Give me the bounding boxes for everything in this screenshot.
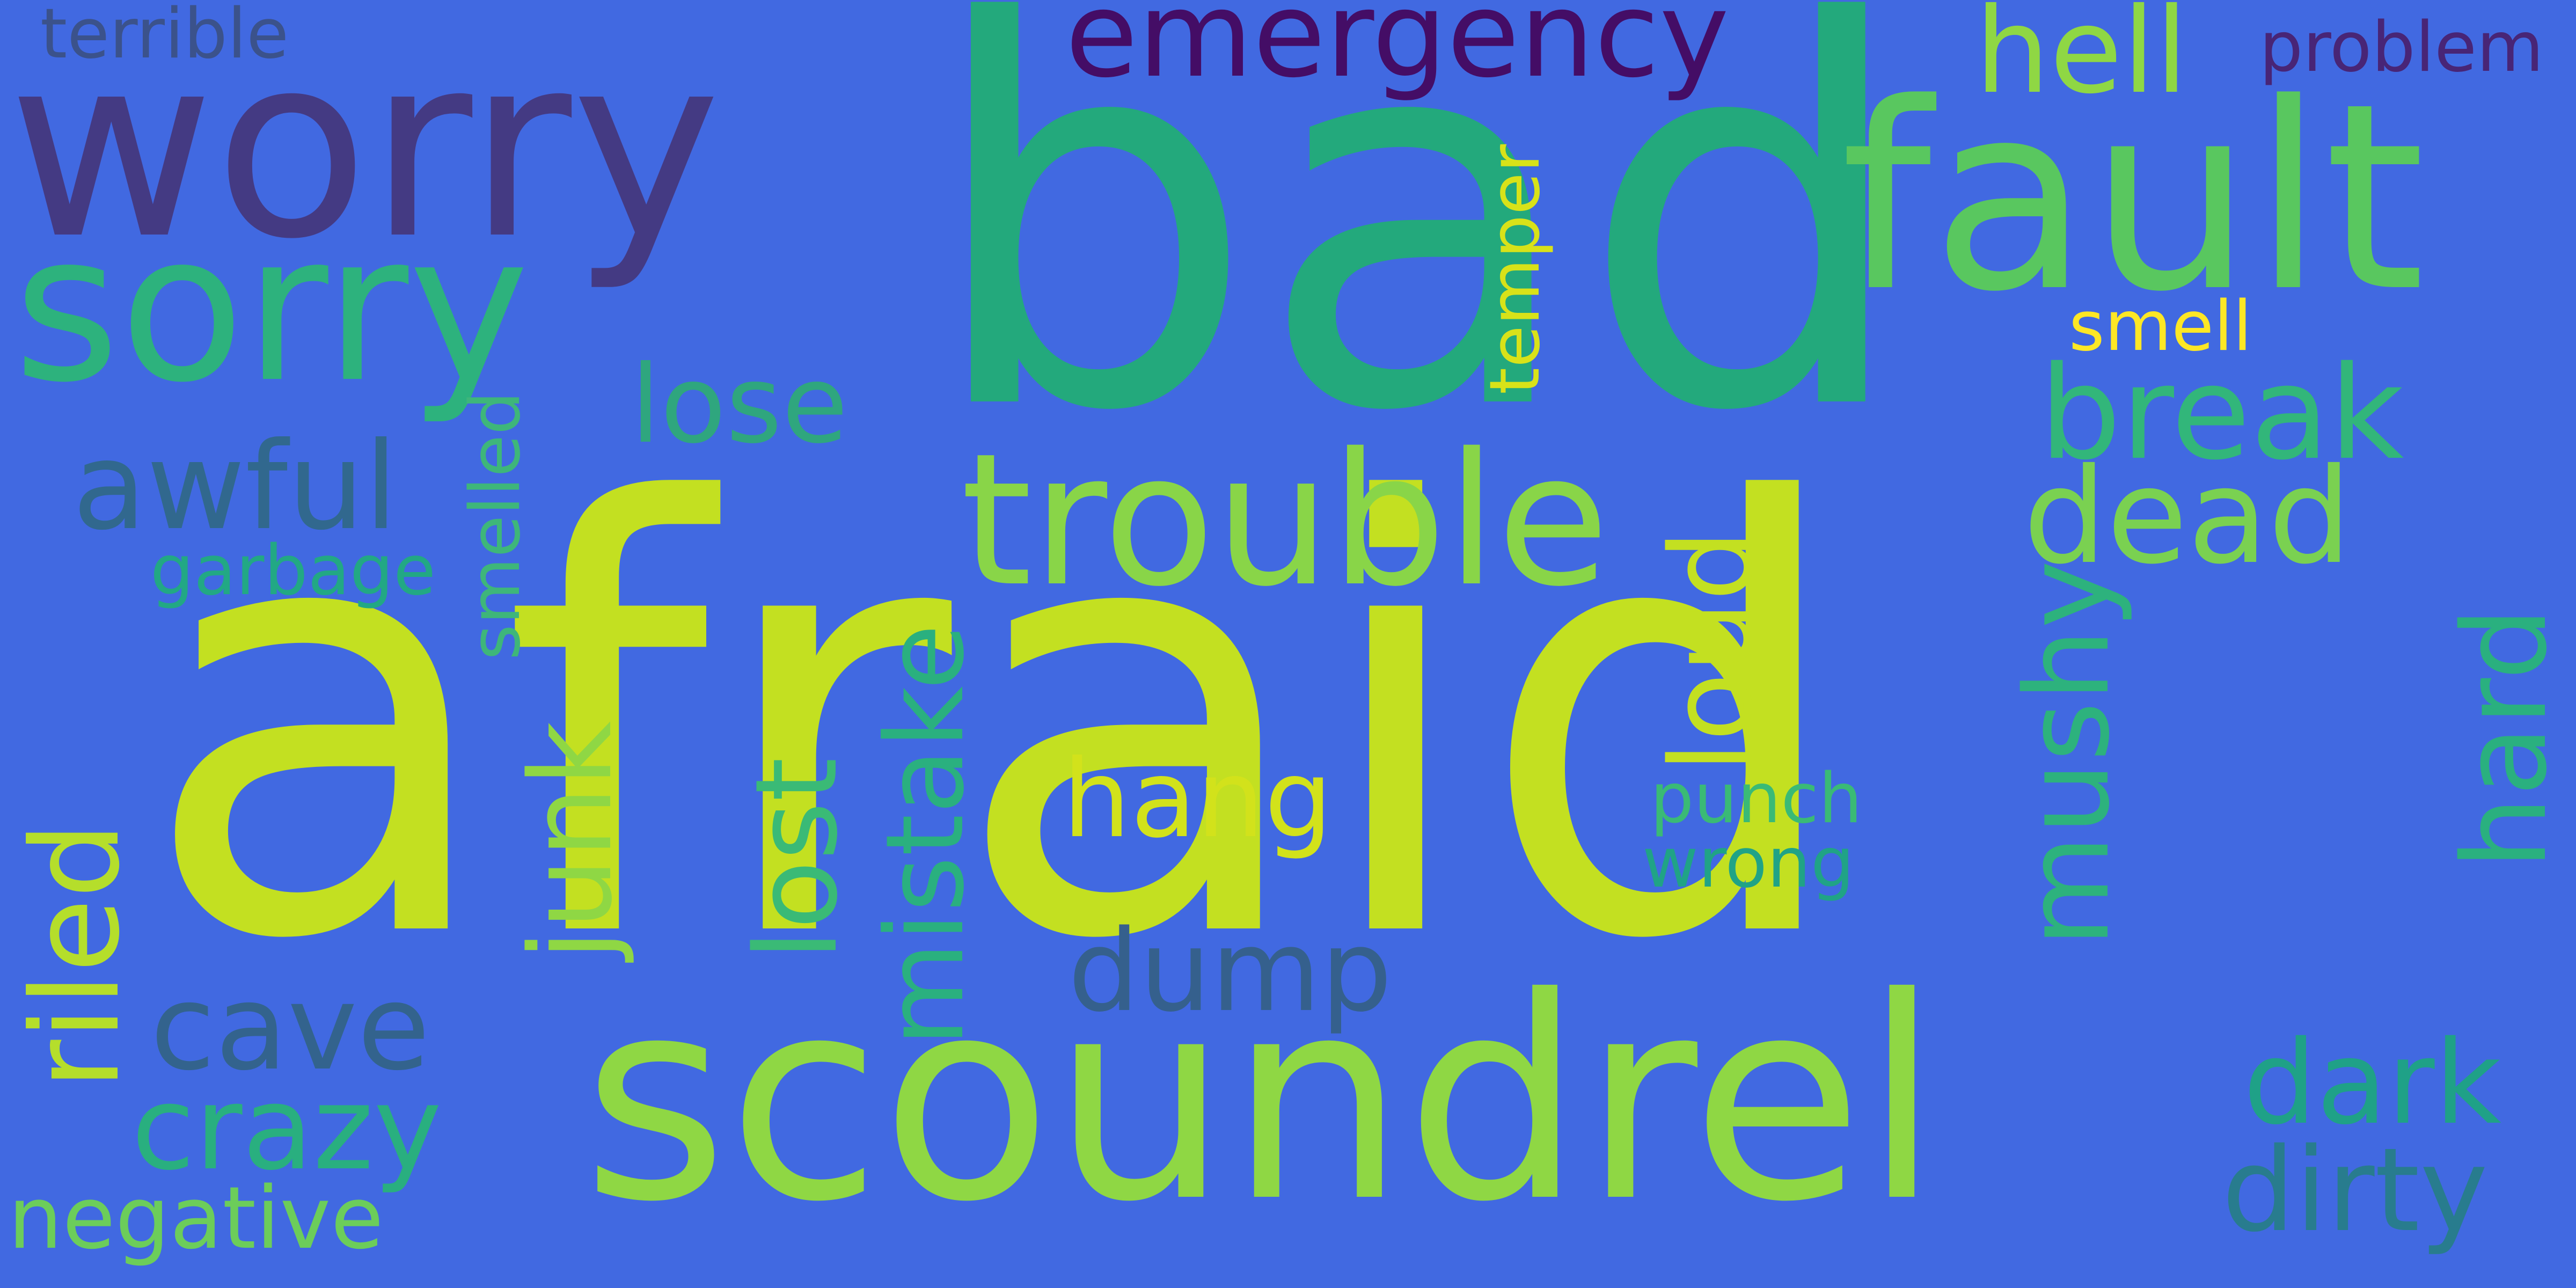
- word-bad: bad: [923, 0, 1913, 526]
- word-fault: fault: [1841, 48, 2425, 348]
- word-break: break: [2039, 338, 2404, 488]
- word-mushy: mushy: [2000, 560, 2135, 947]
- word-smell: smell: [2069, 287, 2252, 367]
- word-mistake: mistake: [863, 624, 988, 1046]
- word-riled: garbage: [150, 531, 436, 611]
- word-loud: loud: [1646, 529, 1777, 773]
- word-cave: cave: [150, 959, 430, 1096]
- word-negative: negative: [8, 1168, 384, 1268]
- word-crazy: crazy: [131, 1061, 442, 1196]
- word-garbage: riled: [6, 822, 147, 1089]
- word-hard: hard: [2438, 606, 2572, 869]
- word-scoundrel: scoundrel: [582, 938, 1941, 1263]
- word-lost: lost: [731, 757, 862, 961]
- word-trouble: trouble: [961, 414, 1609, 627]
- word-wrong: wrong: [1642, 823, 1855, 903]
- word-temper: temper: [1475, 144, 1555, 394]
- word-terrible: terrible: [40, 0, 289, 74]
- word-awful: awful: [72, 416, 398, 557]
- word-smelled: smelled: [456, 391, 536, 660]
- word-punch: punch: [1650, 759, 1862, 839]
- word-sorry: sorry: [13, 189, 530, 427]
- word-emergency: emergency: [1065, 0, 1730, 104]
- word-hang: hang: [1063, 737, 1333, 862]
- word-hell: hell: [1975, 0, 2189, 120]
- word-junk: junk: [506, 721, 637, 961]
- word-afraid: afraid: [140, 381, 1853, 1068]
- word-worry: worry: [8, 1, 721, 294]
- word-dirty: dirty: [2222, 1123, 2489, 1257]
- word-dump: dump: [1068, 905, 1393, 1037]
- word-dark: dark: [2243, 1015, 2502, 1150]
- word-dead: dead: [2023, 440, 2352, 593]
- word-lose: lose: [631, 342, 848, 467]
- word-problem: problem: [2259, 8, 2544, 87]
